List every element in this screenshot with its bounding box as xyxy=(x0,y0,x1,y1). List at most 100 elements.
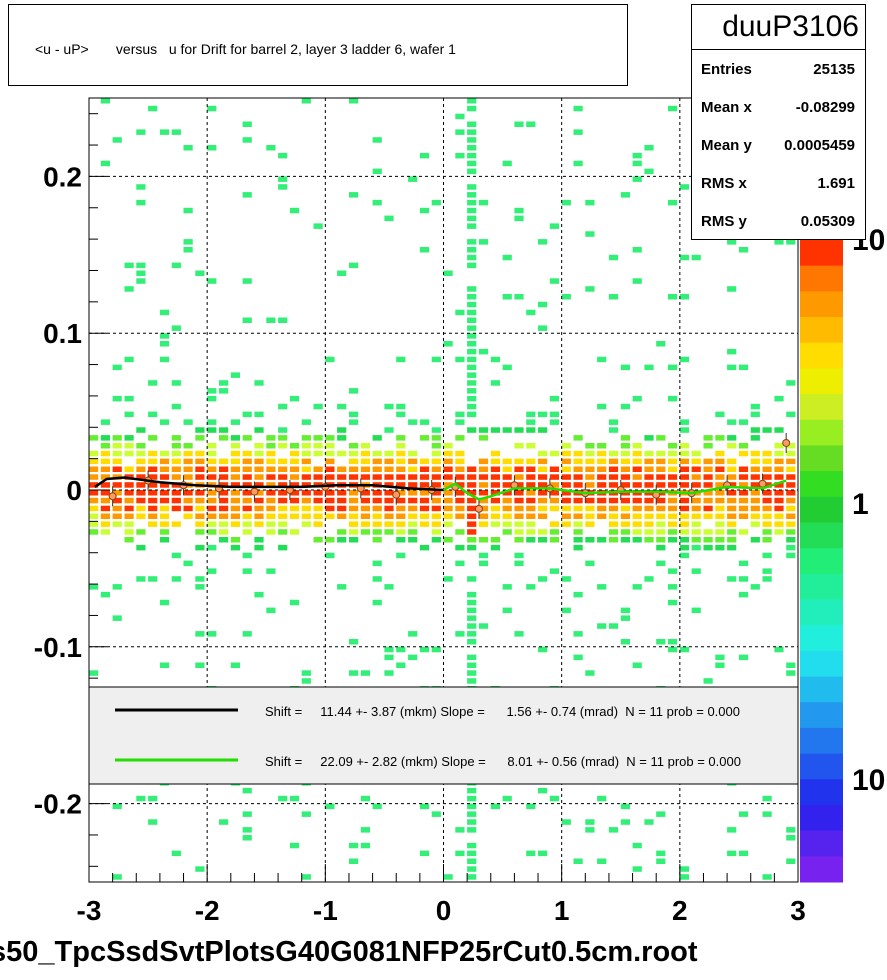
heatmap-cell xyxy=(112,364,122,371)
heatmap-cell xyxy=(514,490,524,496)
heatmap-cell xyxy=(632,247,642,253)
heatmap-cell xyxy=(561,474,571,480)
heatmap-cell xyxy=(467,787,477,794)
heatmap-cell xyxy=(644,145,654,151)
heatmap-cell xyxy=(514,529,524,535)
heatmap-cell xyxy=(632,474,642,480)
heatmap-cell xyxy=(668,450,678,457)
heatmap-cell xyxy=(691,254,701,261)
heatmap-cell xyxy=(715,411,725,418)
heatmap-cell xyxy=(738,247,749,253)
heatmap-cell xyxy=(762,552,772,559)
heatmap-cell xyxy=(597,474,607,480)
heatmap-cell xyxy=(762,874,772,880)
heatmap-cell xyxy=(668,474,678,480)
heatmap-cell xyxy=(124,443,134,449)
heatmap-cell xyxy=(656,482,666,488)
heatmap-cell xyxy=(230,505,240,512)
heatmap-cell xyxy=(514,294,524,300)
heatmap-cell xyxy=(159,537,170,543)
heatmap-cell xyxy=(644,513,654,519)
heatmap-cell xyxy=(183,474,193,480)
heatmap-cell xyxy=(301,458,311,465)
heatmap-cell xyxy=(644,435,654,441)
heatmap-cell xyxy=(715,521,725,527)
heatmap-cell xyxy=(526,458,536,465)
heatmap-cell xyxy=(538,646,548,653)
heatmap-cell xyxy=(620,458,630,465)
heatmap-cell xyxy=(431,482,441,488)
heatmap-cell xyxy=(384,521,394,527)
heatmap-cell xyxy=(467,121,477,127)
heatmap-cell xyxy=(703,529,713,535)
heatmap-cell xyxy=(124,521,134,527)
heatmap-cell xyxy=(597,458,607,465)
heatmap-cell xyxy=(455,474,465,480)
heatmap-cell xyxy=(656,639,666,645)
heatmap-cell xyxy=(266,443,276,449)
heatmap-cell xyxy=(136,443,146,449)
heatmap-cell xyxy=(561,521,571,527)
heatmap-cell xyxy=(585,458,595,465)
heatmap-cell xyxy=(183,145,193,151)
heatmap-cell xyxy=(337,537,347,543)
heatmap-cell xyxy=(100,466,110,472)
heatmap-cell xyxy=(195,497,205,504)
heatmap-cell xyxy=(266,521,276,527)
heatmap-cell xyxy=(715,450,725,457)
heatmap-cell xyxy=(124,466,134,472)
heatmap-cell xyxy=(467,309,477,316)
heatmap-cell xyxy=(148,411,158,418)
heatmap-cell xyxy=(632,482,642,488)
heatmap-cell xyxy=(632,584,642,590)
heatmap-cell xyxy=(431,811,441,817)
heatmap-cell xyxy=(266,466,276,472)
heatmap-cell xyxy=(727,576,737,582)
palette-swatch xyxy=(800,727,843,755)
heatmap-cell xyxy=(538,490,548,496)
heatmap-cell xyxy=(715,482,725,488)
heatmap-cell xyxy=(668,599,678,606)
heatmap-cell xyxy=(301,466,311,472)
heatmap-cell xyxy=(396,356,406,363)
fit-curve-green xyxy=(442,479,787,501)
heatmap-cell xyxy=(136,270,146,276)
heatmap-cell xyxy=(112,435,122,441)
heatmap-cell xyxy=(100,474,110,480)
heatmap-cell xyxy=(289,529,300,535)
heatmap-cell xyxy=(419,152,430,159)
heatmap-cell xyxy=(514,207,524,214)
plot-title: <u - uP> versus u for Drift for barrel 2… xyxy=(35,41,456,57)
heatmap-cell xyxy=(620,529,630,535)
heatmap-cell xyxy=(372,497,382,504)
heatmap-cell xyxy=(620,474,630,480)
fit-curve-black xyxy=(94,476,444,492)
heatmap-cell xyxy=(171,552,181,559)
heatmap-cell xyxy=(372,458,382,465)
heatmap-cell xyxy=(478,497,489,504)
heatmap-cell xyxy=(774,458,784,465)
heatmap-cell xyxy=(585,474,595,480)
heatmap-cell xyxy=(289,443,300,449)
heatmap-cell xyxy=(597,795,607,802)
heatmap-cell xyxy=(431,427,441,433)
heatmap-cell xyxy=(597,443,607,449)
heatmap-cell xyxy=(502,490,512,496)
heatmap-cell xyxy=(502,505,512,512)
heatmap-cell xyxy=(431,435,441,441)
heatmap-cell xyxy=(408,466,418,472)
heatmap-cell xyxy=(360,458,370,465)
heatmap-cell xyxy=(443,450,453,457)
heatmap-cell xyxy=(786,513,796,519)
heatmap-cell xyxy=(337,270,347,276)
heatmap-cell xyxy=(786,552,796,559)
heatmap-cell xyxy=(207,490,217,496)
heatmap-cell xyxy=(538,325,548,331)
heatmap-cell xyxy=(467,639,477,645)
heatmap-cell xyxy=(360,497,370,504)
heatmap-cell xyxy=(278,795,288,802)
heatmap-cell xyxy=(738,505,749,512)
heatmap-cell xyxy=(278,435,288,441)
heatmap-cell xyxy=(419,458,430,465)
